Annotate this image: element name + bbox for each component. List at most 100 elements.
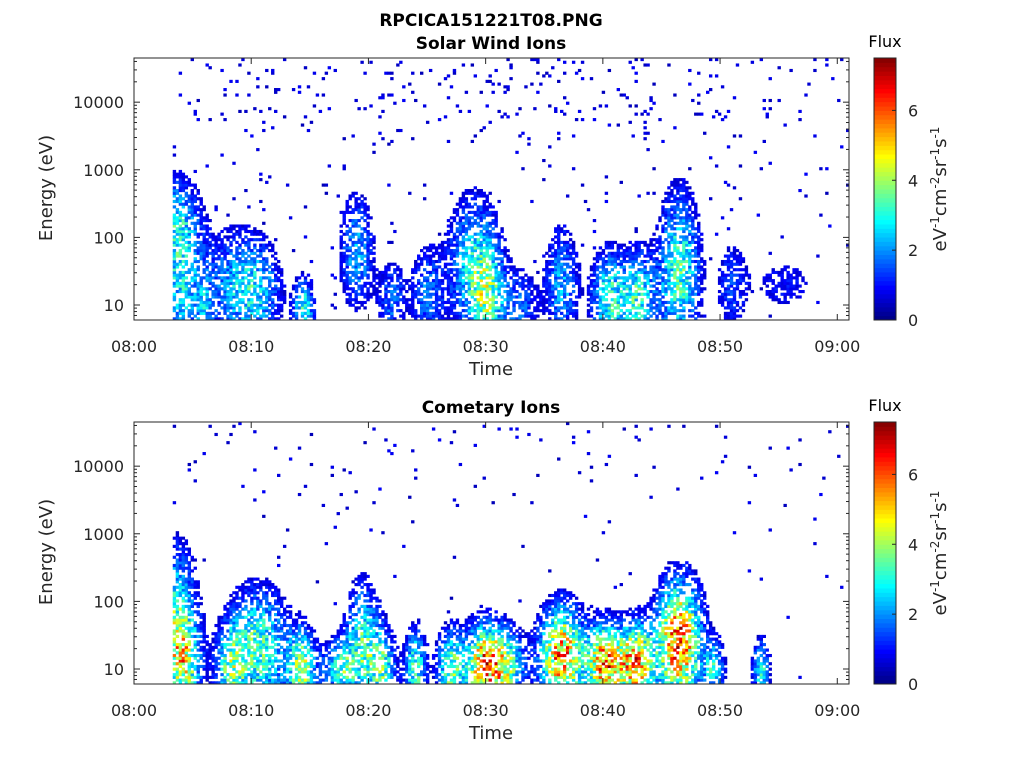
spectrogram-cell [494,235,498,239]
spectrogram-cell [232,311,236,315]
spectrogram-cell [497,251,501,255]
spectrogram-cell [175,670,180,674]
spectrogram-cell [360,292,364,296]
spectrogram-cell [622,281,626,285]
spectrogram-cell [187,634,192,639]
spectrogram-cell [554,262,558,266]
spectrogram-cell [181,566,186,570]
spectrogram-cell [652,279,656,283]
spectrogram-cell [172,205,177,209]
spectrogram-cell [789,279,793,283]
spectrogram-cell [601,257,606,261]
spectrogram-cell [548,273,552,277]
spectrogram-cell [232,295,236,299]
spectrogram-cell [479,235,483,239]
spectrogram-cell [661,295,665,299]
spectrogram-cell [333,306,337,310]
spectrogram-cell [619,295,623,299]
spectrogram-cell [303,289,308,294]
spectrogram-cell [405,281,409,285]
spectrogram-cell [223,254,227,258]
spectrogram-cell [253,238,257,242]
spectrogram-cell [348,262,352,266]
spectrogram-cell [351,287,355,291]
spectrogram-cell [363,219,367,223]
spectrogram-cell [199,292,203,296]
spectrogram-cell [232,238,236,242]
spectrogram-cell [178,289,183,294]
spectrogram-cell [738,254,743,258]
spectrogram-cell [664,287,668,291]
spectrogram-cell [437,257,442,261]
spectrogram-cell [241,240,245,244]
colorbar-segment [874,298,896,304]
spectrogram-cell [786,281,790,285]
spectrogram-cell [306,314,311,318]
spectrogram-cell [172,216,177,220]
spectrogram-cell [661,210,665,214]
spectrogram-cell [253,257,257,261]
spectrogram-cell [676,186,680,190]
spectrogram-cell [458,276,463,280]
spectrogram-cell [518,281,522,285]
spectrogram-cell [333,276,337,280]
spectrogram-cell [470,210,475,214]
spectrogram-cell [184,213,189,217]
spectrogram-cell [193,232,197,236]
spectrogram-cell [613,262,618,266]
spectrogram-cell [277,276,281,280]
spectrogram-cell [291,298,296,302]
spectrogram-cell [217,643,221,647]
spectrogram-cell [431,279,436,283]
spectrogram-cell [691,240,695,244]
spectrogram-cell [172,298,177,302]
spectrogram-cell [649,238,653,242]
spectrogram-cell [476,238,480,242]
spectrogram-cell [780,287,784,291]
spectrogram-cell [172,254,177,258]
spectrogram-cell [196,303,200,307]
spectrogram-cell [649,265,653,269]
spectrogram-cell [226,441,230,445]
spectrogram-cell [536,306,540,310]
spectrogram-cell [449,243,454,247]
spectrogram-cell [279,273,284,277]
spectrogram-cell [571,314,576,318]
spectrogram-cell [771,279,775,283]
spectrogram-cell [229,634,233,639]
spectrogram-cell [178,213,183,217]
spectrogram-cell [577,273,582,277]
spectrogram-cell [428,254,433,258]
spectrogram-cell [616,249,621,253]
spectrogram-cell [348,249,352,253]
spectrogram-cell [390,309,394,313]
spectrogram-cell [455,238,460,242]
spectrogram-cell [202,640,206,644]
spectrogram-cell [676,259,680,264]
spectrogram-cell [259,268,263,272]
spectrogram-cell [238,615,242,619]
spectrogram-cell [771,281,775,285]
spectrogram-cell [422,295,427,299]
spectrogram-cell [244,585,248,589]
spectrogram-cell [461,246,466,250]
spectrogram-cell [557,227,561,231]
spectrogram-cell [250,279,254,283]
spectrogram-cell [235,262,239,266]
spectrogram-cell [643,317,647,321]
spectrogram-cell [378,284,382,288]
spectrogram-cell [187,550,192,554]
spectrogram-cell [279,268,284,272]
spectrogram-cell [181,298,186,302]
spectrogram-cell [428,246,433,250]
spectrogram-cell [184,539,189,543]
spectrogram-cell [282,298,287,302]
spectrogram-cell [241,653,245,658]
spectrogram-cell [676,284,680,288]
spectrogram-cell [488,306,492,310]
spectrogram-cell [354,98,358,103]
spectrogram-cell [205,678,209,682]
spectrogram-cell [473,262,478,266]
spectrogram-cell [533,298,537,302]
spectrogram-cell [494,68,498,73]
